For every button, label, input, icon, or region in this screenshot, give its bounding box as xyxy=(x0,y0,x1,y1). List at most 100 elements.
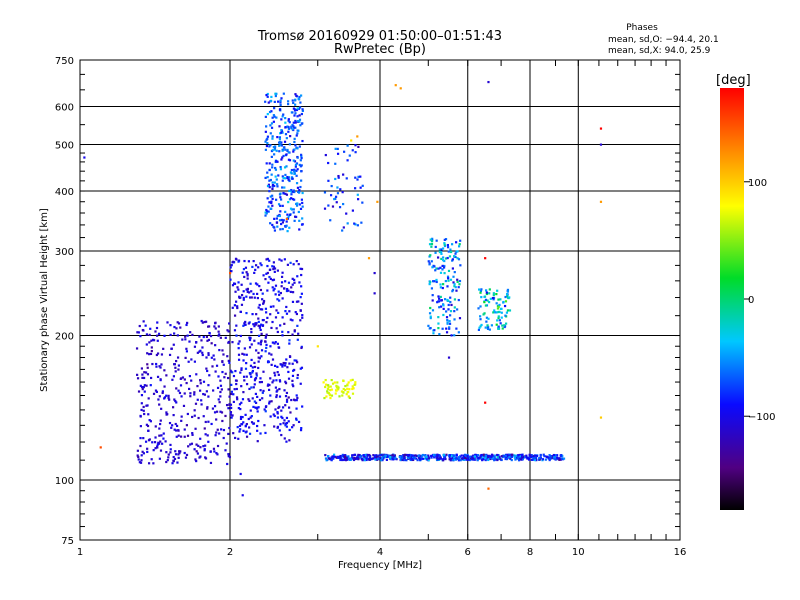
data-point xyxy=(443,298,447,301)
data-point xyxy=(235,387,238,391)
data-point xyxy=(352,458,356,462)
data-point xyxy=(556,456,559,459)
data-point xyxy=(291,123,294,127)
data-point xyxy=(160,363,163,366)
data-point xyxy=(482,458,485,461)
data-point xyxy=(432,332,435,335)
data-point xyxy=(237,347,240,350)
data-point xyxy=(247,398,250,401)
data-point xyxy=(293,137,296,140)
data-point xyxy=(487,300,491,304)
data-point xyxy=(162,347,165,350)
data-point xyxy=(251,397,254,400)
data-point xyxy=(248,337,252,340)
data-point xyxy=(278,219,282,222)
data-point xyxy=(446,321,449,324)
data-point xyxy=(219,390,222,394)
data-point xyxy=(266,271,269,275)
colorbar-tick-label: −100 xyxy=(748,412,775,423)
data-point xyxy=(337,388,340,391)
data-point xyxy=(456,308,459,311)
data-point xyxy=(139,444,142,448)
data-point xyxy=(453,255,456,258)
data-point xyxy=(268,275,271,279)
data-point xyxy=(237,358,241,361)
data-point xyxy=(145,404,148,407)
data-point xyxy=(222,436,225,440)
data-point xyxy=(297,420,301,424)
data-point xyxy=(216,428,219,431)
data-point xyxy=(394,84,397,87)
data-point xyxy=(336,192,340,195)
data-point xyxy=(256,424,259,428)
data-point xyxy=(284,404,287,407)
data-point xyxy=(290,176,294,179)
data-point xyxy=(452,275,455,278)
data-point xyxy=(272,305,275,308)
data-point xyxy=(451,458,454,462)
data-point xyxy=(300,94,303,97)
data-point xyxy=(373,271,376,275)
data-point xyxy=(218,401,221,404)
data-point xyxy=(281,179,284,182)
data-point xyxy=(254,323,257,326)
data-point xyxy=(278,214,281,218)
data-point xyxy=(277,311,280,314)
data-point xyxy=(421,457,425,460)
data-point xyxy=(239,415,243,419)
data-point xyxy=(181,338,184,341)
data-point xyxy=(156,352,160,355)
data-point xyxy=(260,339,263,342)
data-point xyxy=(280,281,284,284)
data-point xyxy=(257,356,260,359)
data-point xyxy=(508,453,511,456)
data-point xyxy=(488,328,491,331)
data-point xyxy=(189,392,192,395)
data-point xyxy=(298,281,301,284)
data-point xyxy=(453,455,456,459)
data-point xyxy=(491,453,494,457)
data-point xyxy=(240,367,243,370)
data-point xyxy=(139,414,142,418)
data-point xyxy=(459,239,462,242)
data-point xyxy=(428,263,431,266)
data-point xyxy=(266,95,269,98)
data-point xyxy=(269,99,273,103)
data-point xyxy=(488,288,491,291)
data-point xyxy=(429,315,432,318)
data-point xyxy=(295,312,298,316)
data-point xyxy=(272,278,276,281)
data-point xyxy=(257,317,260,320)
data-point xyxy=(274,175,277,178)
data-point xyxy=(242,268,246,271)
data-point xyxy=(423,454,427,457)
data-point xyxy=(447,277,450,280)
data-point xyxy=(203,427,206,430)
data-point xyxy=(264,100,267,103)
data-point xyxy=(330,184,333,188)
data-point xyxy=(436,458,439,461)
data-point xyxy=(500,458,503,462)
data-point xyxy=(431,266,434,269)
data-point xyxy=(194,458,197,461)
data-point xyxy=(268,400,271,403)
data-point xyxy=(437,316,440,319)
data-point xyxy=(457,298,460,302)
data-point xyxy=(367,257,371,260)
data-point xyxy=(290,190,293,193)
data-point xyxy=(273,184,276,188)
data-point xyxy=(206,406,209,409)
data-point xyxy=(463,456,467,460)
data-point xyxy=(154,330,157,333)
data-point xyxy=(146,352,149,355)
data-point xyxy=(361,459,364,462)
data-point xyxy=(288,213,292,217)
data-point xyxy=(358,453,361,457)
data-point xyxy=(270,95,273,99)
data-point xyxy=(141,387,144,391)
data-point xyxy=(156,446,159,449)
data-point xyxy=(356,178,359,181)
data-point xyxy=(284,177,287,180)
data-point xyxy=(273,374,277,377)
data-point xyxy=(356,456,359,459)
